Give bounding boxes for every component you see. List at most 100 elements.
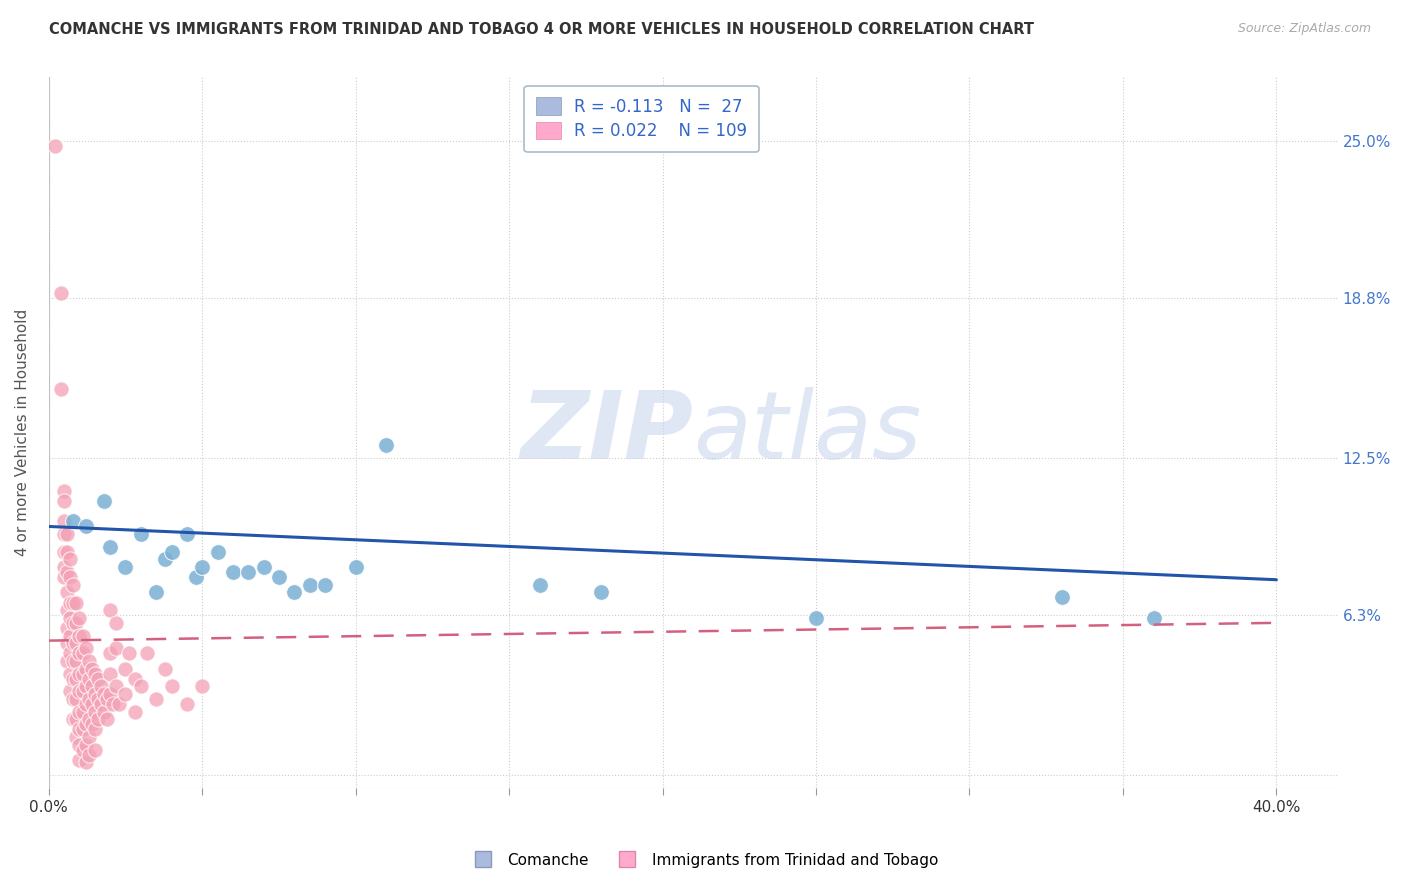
Point: [105, 615, 128, 630]
Point: [59, 628, 82, 642]
Point: [238, 565, 260, 579]
Point: [98, 666, 121, 681]
Point: [72, 705, 94, 719]
Point: [59, 552, 82, 566]
Point: [1050, 591, 1073, 605]
Text: COMANCHE VS IMMIGRANTS FROM TRINIDAD AND TOBAGO 4 OR MORE VEHICLES IN HOUSEHOLD : COMANCHE VS IMMIGRANTS FROM TRINIDAD AND…: [49, 22, 1035, 37]
Point: [80, 661, 103, 675]
Point: [62, 515, 84, 529]
Point: [98, 687, 121, 701]
Point: [72, 684, 94, 698]
Point: [69, 705, 91, 719]
Point: [83, 687, 105, 701]
Point: [53, 515, 76, 529]
Point: [176, 697, 198, 711]
Point: [124, 672, 146, 686]
Point: [77, 747, 100, 762]
Point: [69, 666, 91, 681]
Point: [77, 712, 100, 726]
Point: [298, 578, 321, 592]
Point: [83, 705, 105, 719]
Point: [87, 712, 110, 726]
Point: [53, 527, 76, 541]
Point: [56, 654, 79, 668]
Point: [53, 560, 76, 574]
Point: [98, 540, 121, 554]
Point: [77, 730, 100, 744]
Point: [62, 712, 84, 726]
Point: [65, 615, 87, 630]
Point: [87, 692, 110, 706]
Point: [155, 661, 177, 675]
Point: [184, 570, 207, 584]
Point: [56, 603, 79, 617]
Point: [69, 684, 91, 698]
Point: [117, 646, 139, 660]
Y-axis label: 4 or more Vehicles in Household: 4 or more Vehicles in Household: [15, 309, 30, 557]
Point: [59, 666, 82, 681]
Point: [591, 585, 613, 599]
Point: [267, 570, 290, 584]
Point: [90, 679, 112, 693]
Point: [69, 646, 91, 660]
Text: atlas: atlas: [693, 387, 921, 478]
Point: [80, 697, 103, 711]
Point: [96, 692, 118, 706]
Point: [75, 519, 97, 533]
Text: ZIP: ZIP: [520, 386, 693, 479]
Point: [69, 753, 91, 767]
Point: [160, 545, 183, 559]
Point: [72, 666, 94, 681]
Point: [59, 646, 82, 660]
Point: [96, 712, 118, 726]
Legend: Comanche, Immigrants from Trinidad and Tobago: Comanche, Immigrants from Trinidad and T…: [461, 847, 945, 873]
Point: [65, 672, 87, 686]
Point: [56, 527, 79, 541]
Point: [98, 603, 121, 617]
Point: [283, 585, 305, 599]
Point: [314, 578, 336, 592]
Point: [69, 611, 91, 625]
Point: [62, 578, 84, 592]
Point: [176, 527, 198, 541]
Point: [222, 565, 245, 579]
Point: [75, 756, 97, 770]
Point: [87, 672, 110, 686]
Point: [90, 697, 112, 711]
Point: [83, 666, 105, 681]
Point: [75, 679, 97, 693]
Point: [77, 654, 100, 668]
Point: [129, 679, 152, 693]
Point: [56, 565, 79, 579]
Point: [59, 611, 82, 625]
Point: [114, 687, 136, 701]
Point: [65, 654, 87, 668]
Point: [59, 684, 82, 698]
Point: [108, 697, 131, 711]
Point: [53, 570, 76, 584]
Point: [75, 641, 97, 656]
Point: [69, 738, 91, 752]
Point: [62, 654, 84, 668]
Point: [53, 483, 76, 498]
Point: [75, 717, 97, 731]
Point: [83, 723, 105, 737]
Point: [77, 692, 100, 706]
Point: [93, 494, 115, 508]
Point: [62, 672, 84, 686]
Legend: R = -0.113   N =  27, R = 0.022    N = 109: R = -0.113 N = 27, R = 0.022 N = 109: [524, 86, 759, 153]
Point: [80, 679, 103, 693]
Point: [145, 585, 167, 599]
Point: [77, 672, 100, 686]
Point: [62, 596, 84, 610]
Point: [191, 560, 214, 574]
Point: [72, 723, 94, 737]
Point: [75, 661, 97, 675]
Point: [56, 621, 79, 635]
Point: [69, 723, 91, 737]
Point: [62, 636, 84, 650]
Point: [62, 615, 84, 630]
Point: [75, 738, 97, 752]
Point: [49, 286, 72, 301]
Point: [80, 717, 103, 731]
